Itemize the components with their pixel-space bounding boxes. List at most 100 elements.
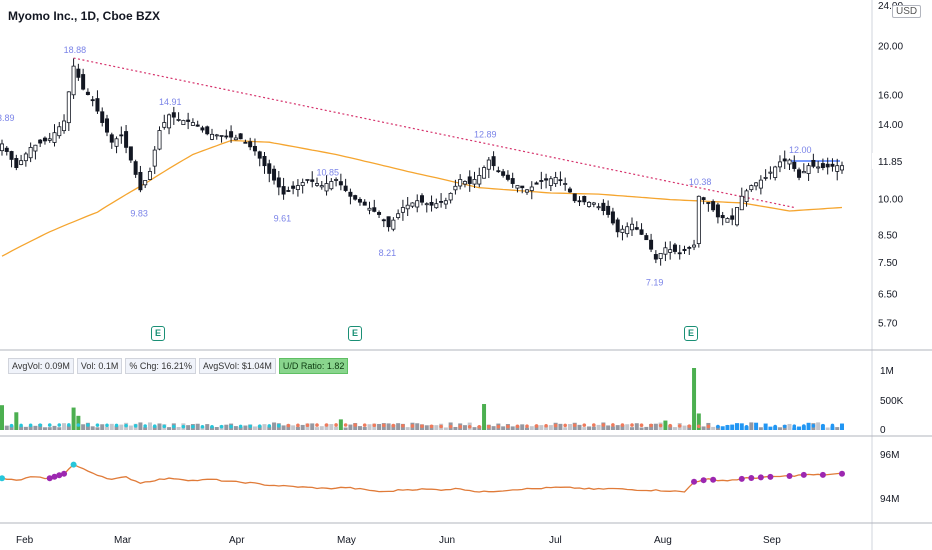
candle-body	[143, 180, 148, 186]
time-axis-tick-label: Aug	[654, 535, 672, 546]
candle-body	[672, 244, 677, 252]
volume-bar	[33, 425, 38, 430]
volume-average-dot	[544, 423, 548, 428]
volume-average-dot	[802, 424, 806, 428]
volume-bar	[62, 423, 67, 430]
price-candle	[534, 181, 539, 185]
price-candle	[811, 153, 816, 169]
candle-body	[482, 167, 487, 179]
volume-average-dot	[649, 423, 653, 428]
candle-body	[219, 135, 224, 137]
candle-body	[534, 182, 539, 185]
price-candle	[362, 199, 367, 206]
price-candle	[696, 195, 701, 248]
volume-average-dot	[296, 423, 300, 428]
price-candle	[305, 178, 310, 184]
price-candle	[725, 217, 730, 223]
price-candle	[114, 136, 119, 154]
volume-average-dot	[47, 423, 52, 427]
volume-bar	[653, 423, 658, 430]
price-candle	[171, 106, 176, 125]
earnings-marker-icon[interactable]: E	[151, 326, 165, 341]
price-candle	[157, 126, 162, 151]
candle-body	[314, 183, 319, 186]
candle-body	[257, 151, 262, 159]
volume-bar	[548, 425, 553, 430]
volume-bar	[152, 426, 157, 430]
price-candle	[14, 154, 19, 171]
candle-body	[372, 207, 377, 212]
price-candle	[825, 157, 830, 175]
candle-body	[310, 179, 315, 182]
price-candle	[181, 119, 186, 126]
price-axis-tick-label: 6.50	[878, 290, 898, 301]
candle-body	[505, 174, 510, 180]
price-candle	[787, 158, 792, 171]
price-annotation: 9.61	[274, 213, 292, 223]
candle-body	[587, 201, 592, 207]
earnings-marker-icon[interactable]: E	[348, 326, 362, 341]
candle-body	[9, 151, 14, 160]
candle-body	[343, 185, 348, 191]
currency-badge[interactable]: USD	[892, 5, 922, 18]
rs-new-high-dot	[800, 471, 807, 478]
price-annotation: 12.00	[789, 145, 812, 155]
volume-bar	[539, 425, 544, 430]
candle-body	[615, 219, 620, 233]
price-candle	[525, 189, 530, 195]
volume-average-dot	[572, 423, 577, 428]
candle-body	[138, 171, 143, 191]
volume-stats-bar: AvgVol: 0.09M Vol: 0.1M % Chg: 16.21% Av…	[8, 358, 349, 374]
candle-body	[262, 156, 267, 167]
price-candle	[539, 171, 544, 190]
candle-body	[66, 91, 71, 124]
candle-body	[119, 134, 124, 137]
candle-body	[797, 169, 802, 178]
candle-body	[735, 207, 740, 226]
volume-average-dot	[477, 424, 482, 429]
volume-average-dot	[372, 423, 377, 428]
resistance-price-tag	[872, 152, 932, 169]
volume-bar	[109, 423, 114, 430]
volume-average-dot	[687, 424, 692, 428]
volume-bar	[262, 424, 267, 430]
rs-new-high-dot	[70, 461, 77, 468]
price-candle	[835, 158, 840, 181]
candle-body	[391, 219, 396, 230]
candle-body	[520, 185, 525, 189]
volume-average-dot	[257, 424, 262, 428]
earnings-marker-icon[interactable]: E	[684, 326, 698, 341]
candle-body	[171, 112, 176, 118]
volume-bar	[644, 426, 649, 430]
volume-average-dot	[744, 424, 749, 429]
candle-body	[544, 178, 549, 181]
price-candle	[252, 138, 257, 156]
price-candle	[577, 196, 582, 206]
volume-bar	[758, 427, 763, 430]
volume-bar	[315, 427, 319, 430]
price-candle	[520, 185, 525, 194]
price-axis-tick-label: 10.00	[878, 194, 903, 205]
candle-body	[348, 191, 353, 197]
price-candle	[429, 195, 434, 212]
candle-body	[658, 252, 663, 259]
candle-body	[176, 119, 181, 121]
candle-body	[744, 190, 749, 203]
price-candle	[95, 90, 100, 114]
volume-average-dot	[105, 423, 109, 428]
price-candle	[57, 121, 62, 139]
candle-body	[357, 198, 362, 203]
price-candle	[706, 202, 711, 212]
volume-average-dot	[95, 423, 100, 427]
price-candle	[515, 185, 520, 193]
candle-body	[644, 235, 649, 241]
volume-average-dot	[200, 424, 205, 429]
candle-body	[243, 141, 248, 144]
price-candle	[400, 199, 405, 221]
volume-average-dot	[668, 423, 672, 428]
volume-average-dot	[601, 423, 606, 427]
volume-average-dot	[811, 424, 816, 428]
price-candle	[377, 210, 382, 218]
price-candle	[477, 167, 482, 188]
